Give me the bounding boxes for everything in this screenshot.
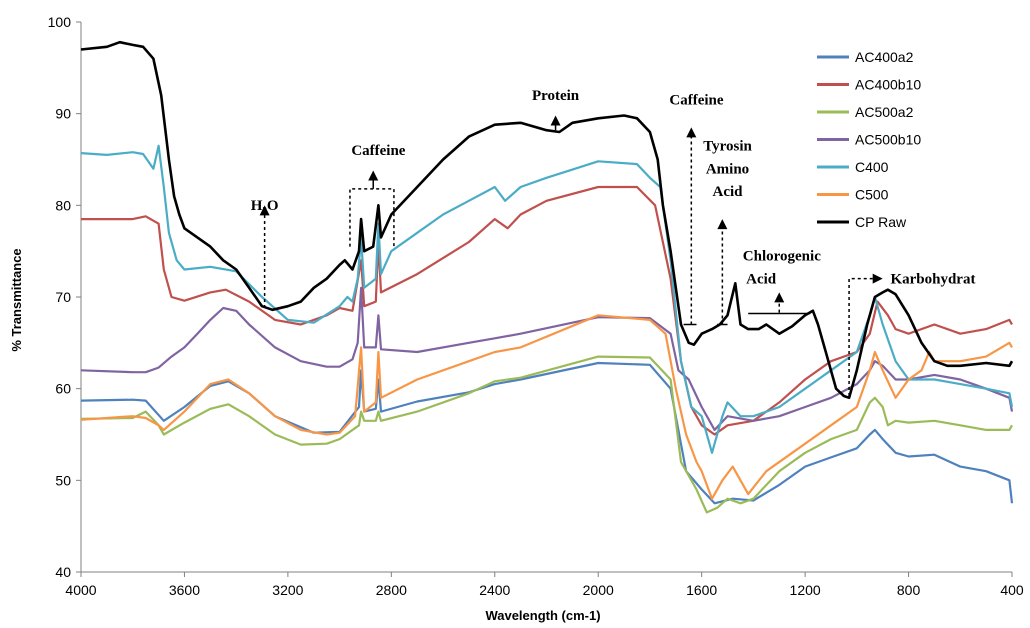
annotation-karbohydrat: Karbohydrat xyxy=(890,271,975,287)
caffeine-bracket xyxy=(349,188,395,247)
series-line-c400 xyxy=(80,144,1014,454)
y-tick-label: 70 xyxy=(55,289,71,305)
annotation-tyrosin: Tyrosin xyxy=(703,138,752,154)
annotation-amino: Amino xyxy=(706,161,749,177)
legend-label-cp-raw: CP Raw xyxy=(855,214,907,230)
y-axis-title: % Transmittance xyxy=(9,248,24,351)
y-tick-label: 80 xyxy=(55,197,71,213)
annotation-arrowhead xyxy=(872,273,883,284)
annotation-caffeine: Caffeine xyxy=(351,143,405,159)
x-axis-title: Wavelength (cm-1) xyxy=(485,608,600,623)
annotation-caffeine: Caffeine xyxy=(669,93,723,109)
y-tick-label: 60 xyxy=(55,381,71,397)
plot-annotations: H₂OCaffeineProteinCaffeineTyrosinAminoAc… xyxy=(251,88,975,396)
x-tick-label: 1200 xyxy=(790,582,821,598)
y-tick-label: 100 xyxy=(48,14,72,30)
annotation-arrowhead xyxy=(717,219,728,230)
series-line-cp-raw xyxy=(80,40,1014,400)
annotation-acid: Acid xyxy=(746,271,777,287)
x-tick-label: 400 xyxy=(1000,582,1024,598)
plot-axes: 40 50 60 70 80 90 100 4000 3600 3200 2800 2400 2000 1… xyxy=(48,14,1024,598)
x-tick-label: 4000 xyxy=(65,582,96,598)
x-tick-label: 1600 xyxy=(686,582,717,598)
legend: AC400a2 AC400b10 AC500a2 AC500b10 C400 C500 CP… xyxy=(817,49,921,230)
series-line-ac400b10 xyxy=(81,185,1013,436)
plot-series xyxy=(80,40,1014,514)
y-tick-label: 40 xyxy=(55,564,71,580)
x-tick-label: 3200 xyxy=(272,582,303,598)
y-tick-label: 90 xyxy=(55,106,71,122)
x-tick-label: 800 xyxy=(897,582,921,598)
series-line-ac400a2 xyxy=(80,361,1014,505)
series-line-ac500b10 xyxy=(80,286,1014,431)
annotation-protein: Protein xyxy=(532,88,580,104)
series-line-ac500a2 xyxy=(80,355,1013,514)
annotation-arrowhead xyxy=(686,127,697,138)
annotation-arrowhead xyxy=(550,115,561,126)
annotation-arrow-line xyxy=(848,277,875,396)
legend-label-ac400a2: AC400a2 xyxy=(855,49,914,65)
x-tick-label: 2400 xyxy=(479,582,510,598)
y-tick-label: 50 xyxy=(55,472,71,488)
legend-label-ac500a2: AC500a2 xyxy=(855,104,914,120)
annotation-chlorogenic: Chlorogenic xyxy=(743,248,821,264)
legend-label-ac500b10: AC500b10 xyxy=(855,132,921,148)
legend-label-c400: C400 xyxy=(855,159,889,175)
annotation-arrowhead xyxy=(368,170,379,181)
x-tick-label: 2800 xyxy=(376,582,407,598)
series-line-c500 xyxy=(80,314,1013,500)
annotation-arrowhead xyxy=(259,205,270,216)
legend-label-ac400b10: AC400b10 xyxy=(855,77,921,93)
annotation-acid: Acid xyxy=(713,184,744,200)
legend-label-c500: C500 xyxy=(855,187,889,203)
annotation-arrowhead xyxy=(774,292,785,303)
x-tick-label: 3600 xyxy=(169,582,200,598)
x-tick-label: 2000 xyxy=(583,582,614,598)
